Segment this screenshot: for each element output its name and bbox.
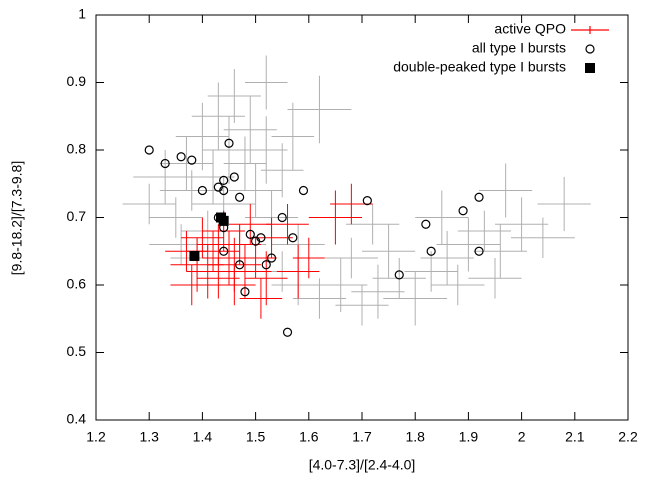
burst-point [458, 206, 468, 216]
y-tick-label: 1 [78, 6, 86, 22]
x-tick-label: 1.5 [246, 429, 266, 445]
legend-square [585, 63, 595, 73]
burst-point [176, 152, 186, 162]
burst-point [256, 233, 266, 243]
x-tick-label: 1.4 [193, 429, 213, 445]
burst-point [266, 253, 277, 263]
x-tick-label: 2.1 [565, 429, 585, 445]
burst-point [160, 158, 170, 169]
x-tick-label: 1.9 [459, 429, 479, 445]
burst-point [245, 229, 255, 239]
burst-point [426, 246, 436, 256]
burst-point [219, 246, 229, 256]
burst-point [362, 196, 372, 206]
y-tick-label: 0.7 [67, 208, 87, 224]
burst-point [240, 287, 250, 297]
burst-point [144, 145, 154, 155]
burst-point [197, 185, 207, 196]
burst-point [235, 260, 245, 270]
double-peak-point [189, 250, 200, 261]
y-tick-label: 0.6 [67, 276, 87, 292]
burst-point [288, 233, 298, 243]
y-tick-label: 0.5 [67, 343, 87, 359]
burst-point [229, 172, 239, 182]
x-tick-label: 2 [518, 429, 526, 445]
legend-label: active QPO [494, 21, 566, 37]
legend-label: all type I bursts [472, 40, 566, 56]
y-tick-label: 0.8 [67, 141, 87, 157]
x-tick-label: 1.8 [405, 429, 425, 445]
burst-point [277, 212, 287, 223]
burst-point [235, 192, 245, 202]
burst-point [282, 327, 293, 337]
burst-point [224, 138, 234, 148]
burst-point [187, 155, 197, 165]
legend-label: double-peaked type I bursts [393, 59, 566, 75]
burst-point [219, 185, 229, 196]
y-tick-label: 0.4 [67, 411, 87, 427]
burst-point [298, 185, 309, 196]
legend-circle [585, 44, 595, 54]
burst-point [394, 270, 404, 280]
x-axis-label: [4.0-7.3]/[2.4-4.0] [309, 457, 416, 473]
burst-point [474, 192, 484, 202]
burst-point [474, 246, 484, 256]
burst-point [219, 175, 229, 185]
double-peak-point [218, 215, 229, 226]
x-tick-label: 1.2 [86, 429, 106, 445]
burst-point [261, 260, 271, 270]
x-tick-label: 1.7 [352, 429, 372, 445]
burst-point [421, 219, 431, 229]
x-tick-label: 1.3 [139, 429, 159, 445]
y-axis-label: [9.8-18.2]/[7.3-9.8] [9, 161, 25, 275]
x-tick-label: 2.2 [618, 429, 638, 445]
y-tick-label: 0.9 [67, 73, 87, 89]
x-tick-label: 1.6 [299, 429, 319, 445]
